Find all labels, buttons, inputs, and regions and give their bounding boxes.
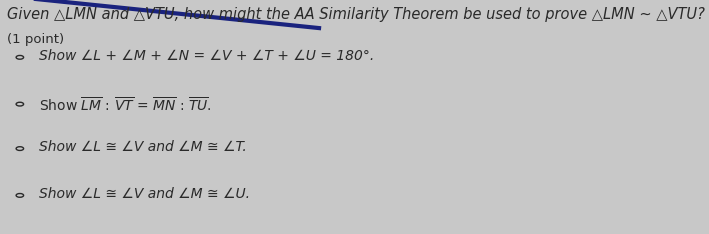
Text: Show $\overline{LM}$ : $\overline{VT}$ = $\overline{MN}$ : $\overline{TU}$.: Show $\overline{LM}$ : $\overline{VT}$ =… bbox=[39, 96, 212, 114]
Text: Show ∠L ≅ ∠V and ∠M ≅ ∠T.: Show ∠L ≅ ∠V and ∠M ≅ ∠T. bbox=[39, 140, 247, 154]
Text: Given △LMN and △VTU, how might the AA Similarity Theorem be used to prove △LMN ∼: Given △LMN and △VTU, how might the AA Si… bbox=[7, 7, 705, 22]
Text: Show ∠L + ∠M + ∠N = ∠V + ∠T + ∠U = 180°.: Show ∠L + ∠M + ∠N = ∠V + ∠T + ∠U = 180°. bbox=[39, 49, 374, 63]
Text: Show ∠L ≅ ∠V and ∠M ≅ ∠U.: Show ∠L ≅ ∠V and ∠M ≅ ∠U. bbox=[39, 187, 250, 201]
Text: (1 point): (1 point) bbox=[7, 33, 65, 46]
